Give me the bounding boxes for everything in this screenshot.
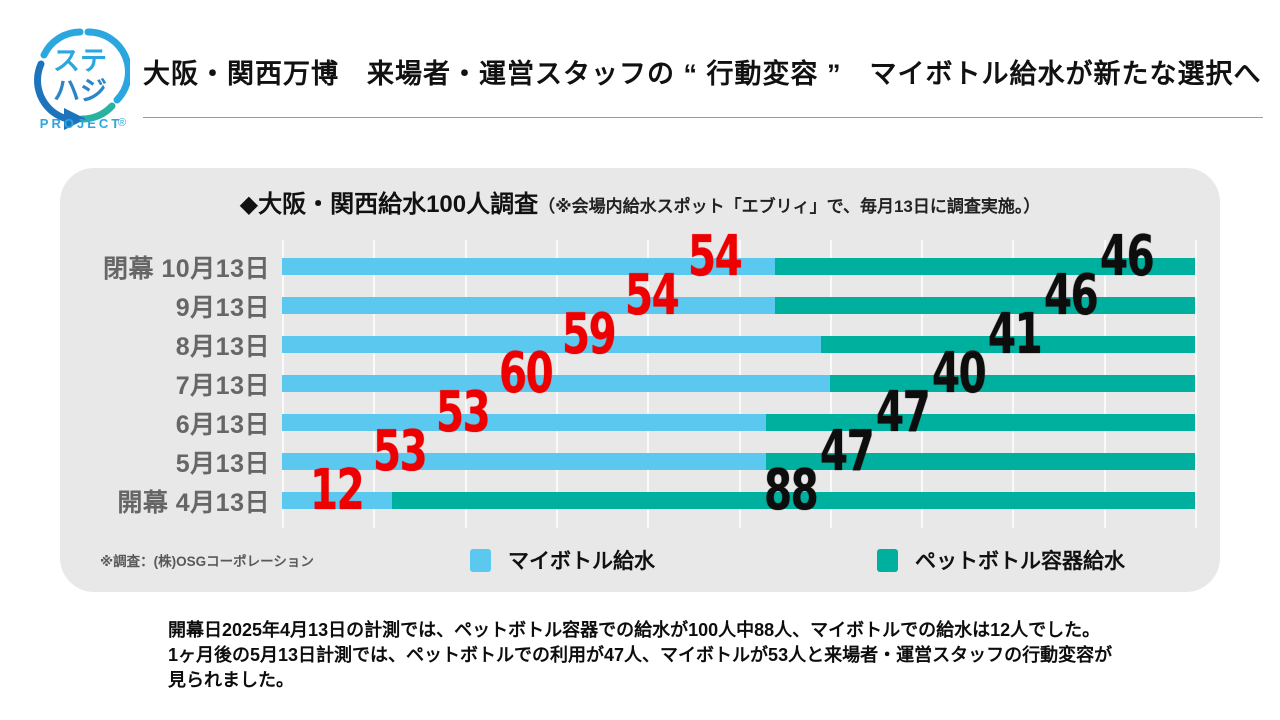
value-label-mybottle: 54	[688, 224, 743, 289]
chart-title-note: （※会場内給水スポット「エブリィ」で、毎月13日に調査実施。）	[538, 197, 1041, 216]
bar-segment-petbottle	[765, 414, 1195, 431]
bar-segment-mybottle	[282, 492, 392, 509]
value-label-petbottle: 40	[932, 341, 987, 406]
row-label: 8月13日	[175, 332, 270, 361]
bar-segment-petbottle	[765, 453, 1195, 470]
bar-segment-petbottle	[820, 336, 1195, 353]
row-label: 7月13日	[175, 371, 270, 400]
stehaji-logo-icon: ステ ハジ ®	[34, 28, 132, 130]
value-label-petbottle: 41	[988, 302, 1043, 367]
legend-item: ペットボトル容器給水	[877, 546, 1125, 574]
header-divider	[143, 117, 1263, 118]
stehaji-logo: ステ ハジ ®	[30, 22, 132, 137]
footer-line-1: 開幕日2025年4月13日の計測では、ペットボトル容器での給水が100人中88人…	[168, 620, 1101, 640]
value-label-petbottle: 47	[820, 419, 875, 484]
chart-title: ◆大阪・関西給水100人調査 （※会場内給水スポット「エブリィ」で、毎月13日に…	[60, 184, 1220, 219]
footer-paragraph: 開幕日2025年4月13日の計測では、ペットボトル容器での給水が100人中88人…	[168, 618, 1168, 693]
value-label-petbottle: 47	[876, 380, 931, 445]
row-label: 6月13日	[175, 410, 270, 439]
row-label: 閉幕 10月13日	[102, 254, 270, 283]
value-label-petbottle: 46	[1044, 263, 1099, 328]
bar-segment-mybottle	[282, 297, 776, 314]
footer-line-2: 1ヶ月後の5月13日計測では、ペットボトルでの利用が47人、マイボトルが53人と…	[168, 645, 1113, 665]
bar-segment-petbottle	[829, 375, 1195, 392]
bar-segment-mybottle	[282, 336, 821, 353]
legend-item: マイボトル給水	[470, 546, 655, 574]
logo-text-top: ステ	[53, 46, 107, 76]
row-label: 9月13日	[175, 293, 270, 322]
value-label-mybottle: 60	[499, 341, 554, 406]
bar-segment-mybottle	[282, 375, 830, 392]
plot-area: 閉幕 10月13日 54 46 9月13日 54 46 8月13日 59 41 7月13日 60 40…	[103, 229, 1197, 528]
logo-arrow-icon	[64, 108, 86, 130]
bar-segment-mybottle	[282, 414, 766, 431]
bar-segment-petbottle	[775, 258, 1195, 275]
row-label: 5月13日	[175, 449, 270, 478]
bar-segment-petbottle	[391, 492, 1195, 509]
legend-label: マイボトル給水	[508, 550, 655, 573]
logo-project-label: PROJECT	[39, 116, 123, 131]
value-label-mybottle: 12	[310, 458, 365, 523]
value-label-petbottle: 46	[1100, 224, 1155, 289]
gridline	[1195, 240, 1197, 528]
value-label-petbottle: 88	[764, 458, 819, 523]
logo-text-bottom: ハジ	[53, 76, 107, 106]
value-label-mybottle: 59	[562, 302, 617, 367]
footer-line-3: 見られました。	[168, 670, 294, 690]
legend-swatch-icon	[470, 548, 491, 572]
bar-segment-mybottle	[282, 453, 766, 470]
registered-mark: ®	[118, 117, 126, 129]
page-title: 大阪・関西万博 来場者・運営スタッフの “ 行動変容 ” マイボトル給水が新たな…	[143, 59, 1262, 89]
value-label-mybottle: 54	[625, 263, 680, 328]
row-label: 開幕 4月13日	[117, 488, 270, 517]
source-note: ※調査：(株)OSGコーポレーション	[100, 554, 314, 569]
value-label-mybottle: 53	[436, 380, 491, 445]
legend-swatch-icon	[877, 548, 898, 572]
bar-segment-mybottle	[282, 258, 776, 275]
legend-label: ペットボトル容器給水	[915, 550, 1125, 573]
bar-segment-petbottle	[775, 297, 1195, 314]
survey-panel: ◆大阪・関西給水100人調査 （※会場内給水スポット「エブリィ」で、毎月13日に…	[60, 168, 1220, 592]
value-label-mybottle: 53	[373, 419, 428, 484]
chart-title-main: ◆大阪・関西給水100人調査	[239, 191, 539, 218]
